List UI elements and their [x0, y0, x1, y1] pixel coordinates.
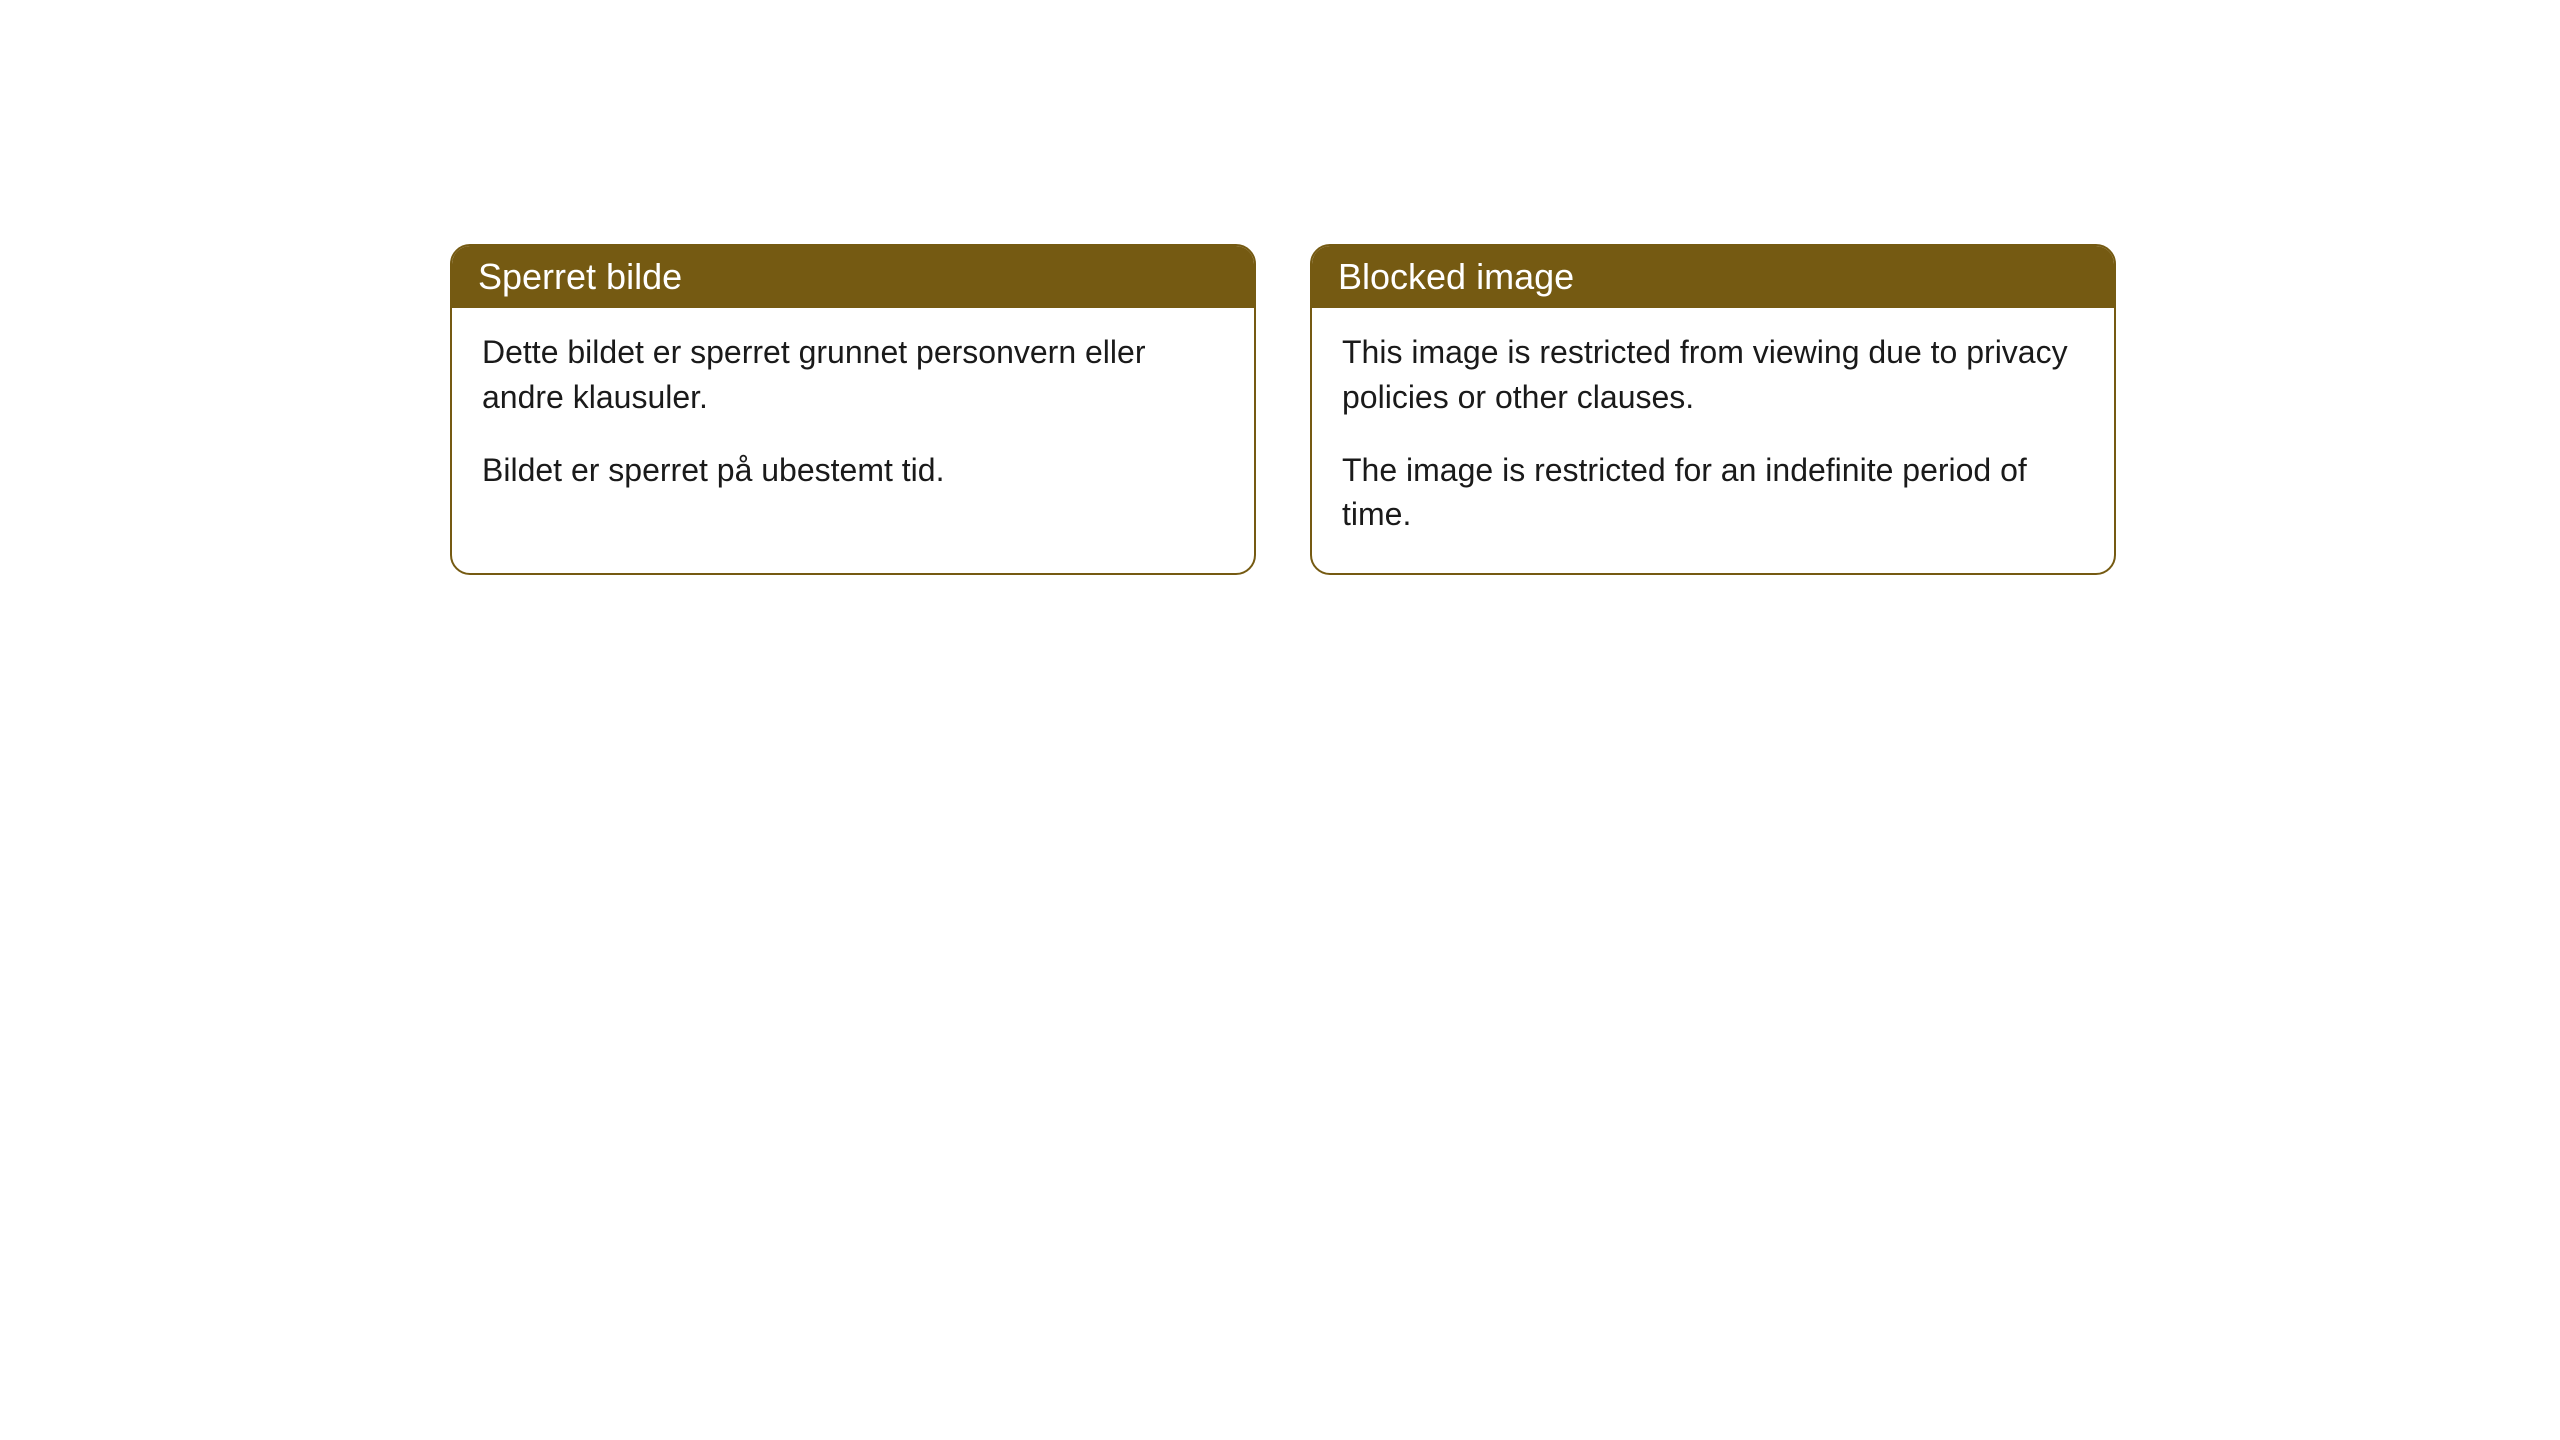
blocked-image-card-norwegian: Sperret bilde Dette bildet er sperret gr…	[450, 244, 1256, 575]
card-body: Dette bildet er sperret grunnet personve…	[452, 308, 1254, 528]
card-paragraph: This image is restricted from viewing du…	[1342, 330, 2084, 420]
card-paragraph: Bildet er sperret på ubestemt tid.	[482, 448, 1224, 493]
card-header: Sperret bilde	[452, 246, 1254, 308]
blocked-image-card-english: Blocked image This image is restricted f…	[1310, 244, 2116, 575]
card-paragraph: The image is restricted for an indefinit…	[1342, 448, 2084, 538]
card-title: Blocked image	[1338, 256, 1574, 297]
card-title: Sperret bilde	[478, 256, 682, 297]
card-header: Blocked image	[1312, 246, 2114, 308]
card-body: This image is restricted from viewing du…	[1312, 308, 2114, 573]
cards-container: Sperret bilde Dette bildet er sperret gr…	[450, 244, 2116, 575]
card-paragraph: Dette bildet er sperret grunnet personve…	[482, 330, 1224, 420]
